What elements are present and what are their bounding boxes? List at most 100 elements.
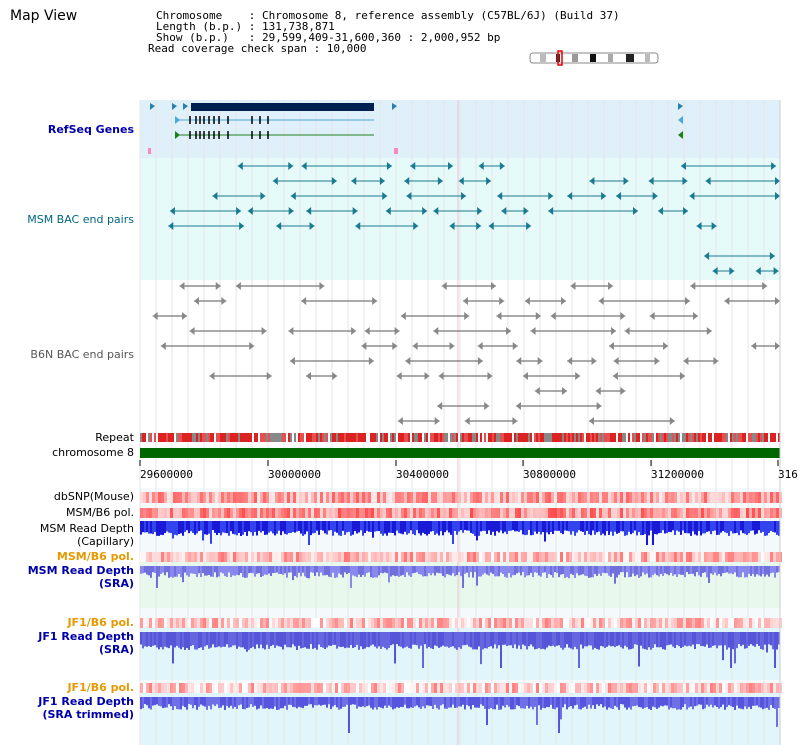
msm-sra-depth-bar: [374, 566, 376, 578]
msm-sra-depth-bar: [684, 566, 686, 578]
msm-cap-depth-bar: [310, 521, 312, 536]
jf1-trimmed-depth-bar: [512, 697, 514, 710]
msm-pol-segment: [353, 552, 356, 562]
jf1-trimmed-depth-bar: [736, 697, 738, 706]
msm-pol-segment: [701, 552, 704, 562]
msm-pol-segment: [305, 508, 308, 518]
jf1-pol-segment: [413, 683, 416, 693]
track-label-b6n-bac[interactable]: B6N BAC end pairs: [30, 348, 134, 361]
jf1-depth-bar: [150, 632, 152, 647]
jf1-pol-segment: [185, 683, 188, 693]
jf1-pol-segment: [716, 683, 719, 693]
repeat-segment: [498, 433, 500, 442]
jf1-depth-bar: [568, 632, 570, 648]
jf1-depth-bar: [510, 632, 512, 646]
msm-sra-depth-bar: [264, 566, 266, 575]
msm-sra-depth-bar: [496, 566, 498, 577]
msm-bac-end: [385, 207, 391, 215]
msm-cap-depth-bar: [202, 521, 204, 541]
jf1-depth-bar: [648, 632, 650, 648]
jf1-depth-bar: [684, 632, 686, 646]
jf1-trimmed-depth-bar: [206, 697, 208, 710]
msm-pol-segment: [497, 508, 500, 518]
msm-bac-end: [477, 207, 483, 215]
jf1-pol-segment: [527, 683, 530, 693]
msm-sra-depth-bar: [232, 566, 234, 576]
msm-pol-segment: [455, 552, 458, 562]
repeat-segment: [230, 433, 232, 442]
jf1-depth-bar: [246, 632, 248, 652]
b6n-bac-end: [364, 327, 370, 335]
jf1-pol-segment: [776, 618, 779, 628]
msm-sra-depth-bar: [402, 566, 404, 575]
msm-cap-depth-bar: [712, 521, 714, 532]
jf1-trimmed-depth-bar: [544, 697, 546, 709]
msm-cap-depth-bar: [194, 521, 196, 535]
repeat-segment: [434, 433, 436, 442]
msm-cap-depth-bar: [676, 521, 678, 531]
dbsnp-segment: [746, 492, 749, 503]
msm-pol-segment: [218, 508, 221, 518]
msm-bac-end: [449, 222, 455, 230]
jf1-depth-bar: [512, 632, 514, 649]
msm-cap-depth-bar: [438, 521, 440, 536]
jf1-pol-segment: [638, 618, 641, 628]
jf1-pol-segment: [257, 618, 260, 628]
msm-sra-depth-bar: [664, 566, 666, 574]
dbsnp-segment: [314, 492, 317, 503]
jf1-depth-bar: [306, 632, 308, 649]
msm-pol-segment: [197, 508, 200, 518]
msm-pol-segment: [755, 552, 758, 562]
msm-pol-segment: [509, 552, 512, 562]
msm-pol-segment: [347, 508, 350, 518]
jf1-trimmed-depth-bar: [328, 697, 330, 705]
b6n-bac-end: [477, 357, 483, 365]
b6n-bac-end: [215, 282, 221, 290]
msm-cap-depth-bar: [560, 521, 562, 534]
msm-cap-depth-bar: [356, 521, 358, 534]
dbsnp-segment: [257, 492, 260, 503]
msm-pol-segment: [155, 552, 158, 562]
msm-sra-depth-bar: [444, 566, 446, 578]
jf1-depth-bar: [310, 632, 312, 645]
msm-cap-depth-bar: [608, 521, 610, 535]
msm-cap-depth-bar: [354, 521, 356, 532]
msm-pol-segment: [716, 552, 719, 562]
repeat-segment: [192, 433, 194, 442]
repeat-segment: [310, 433, 312, 442]
msm-sra-depth-bar: [708, 566, 710, 584]
repeat-segment: [180, 433, 182, 442]
jf1-depth-bar: [400, 632, 402, 647]
jf1-pol-segment: [749, 683, 752, 693]
msm-sra-depth-bar: [596, 566, 598, 576]
ideogram-band: [540, 54, 546, 62]
track-label-jf1-depth-trimmed: JF1 Read Depth (SRA trimmed): [10, 695, 134, 721]
msm-pol-segment: [758, 508, 761, 518]
repeat-segment: [220, 433, 222, 442]
jf1-trimmed-depth-bar: [666, 697, 668, 706]
msm-bac-end: [306, 207, 312, 215]
msm-pol-segment: [683, 508, 686, 518]
jf1-depth-bar: [672, 632, 674, 647]
msm-cap-depth-bar: [730, 521, 732, 532]
jf1-depth-bar: [354, 632, 356, 648]
msm-sra-depth-bar: [302, 566, 304, 573]
msm-cap-depth-bar: [370, 521, 372, 533]
track-label-msm-bac[interactable]: MSM BAC end pairs: [27, 213, 134, 226]
jf1-depth-bar: [430, 632, 432, 649]
dbsnp-segment: [482, 492, 485, 503]
msm-pol-segment: [377, 508, 380, 518]
jf1-pol-segment: [443, 683, 446, 693]
track-label-refseq[interactable]: RefSeq Genes: [47, 123, 134, 136]
msm-pol-segment: [242, 508, 245, 518]
msm-bac-end: [705, 177, 711, 185]
msm-cap-depth-bar: [694, 521, 696, 535]
msm-pol-segment: [422, 508, 425, 518]
msm-pol-segment: [644, 552, 647, 562]
msm-pol-segment: [206, 508, 209, 518]
jf1-trimmed-depth-bar: [428, 697, 430, 706]
jf1-pol-segment: [242, 683, 245, 693]
jf1-trimmed-depth-bar: [762, 697, 764, 710]
jf1-depth-bar: [378, 632, 380, 647]
